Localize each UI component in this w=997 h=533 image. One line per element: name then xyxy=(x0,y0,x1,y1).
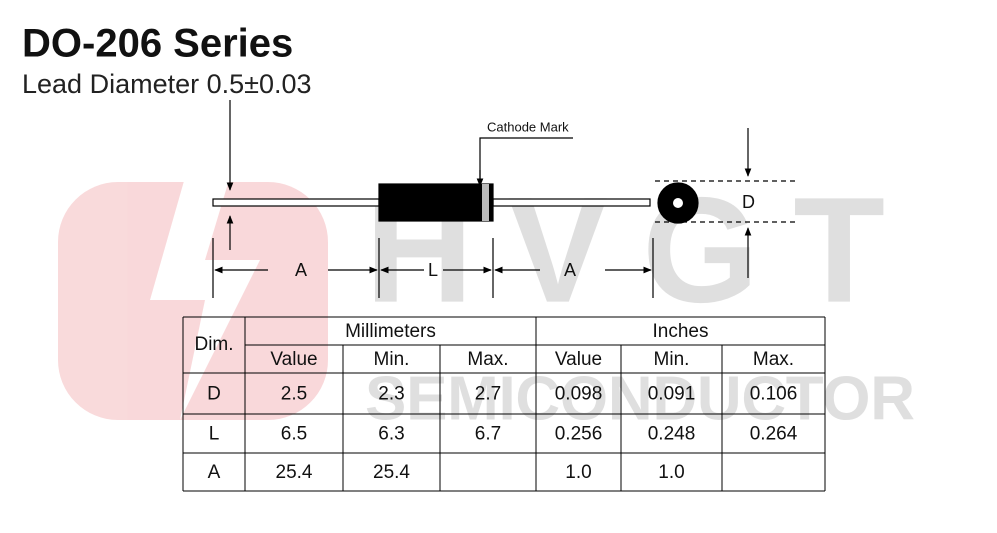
dimension-label: A xyxy=(564,260,576,280)
cathode-label: Cathode Mark xyxy=(487,119,569,134)
column-header: Min. xyxy=(654,349,690,370)
column-header: Value xyxy=(270,349,317,370)
body xyxy=(378,183,494,222)
table-cell: 6.7 xyxy=(475,424,501,445)
table: Dim. Millimeters Inches Value Min. Max. Value M… xyxy=(182,316,826,492)
column-header: Max. xyxy=(753,349,794,370)
dimension-label: L xyxy=(428,260,438,280)
table-cell: 0.091 xyxy=(648,384,696,405)
table-cell: 6.5 xyxy=(281,424,307,445)
lead-left xyxy=(212,198,380,207)
table-cell: D xyxy=(207,384,221,405)
group-header: Inches xyxy=(653,321,709,342)
table-cell: A xyxy=(208,462,221,483)
header-cell: Dim. xyxy=(194,334,233,355)
lead-right xyxy=(492,198,651,207)
cathode-band xyxy=(482,184,489,221)
table-cell: 0.106 xyxy=(750,384,798,405)
watermark-bolt xyxy=(150,160,260,420)
diameter-label: D xyxy=(742,192,755,212)
watermark-logo xyxy=(58,182,328,420)
table-cell: 2.7 xyxy=(475,384,501,405)
watermark-tagline: SEMICONDUCTOR xyxy=(365,364,915,433)
end-view-lead xyxy=(673,198,683,208)
table-cell: 6.3 xyxy=(378,424,404,445)
table-cell: 1.0 xyxy=(565,462,591,483)
column-header: Max. xyxy=(467,349,508,370)
table-cell: 0.264 xyxy=(750,424,798,445)
table-cell: 0.248 xyxy=(648,424,696,445)
column-header: Min. xyxy=(374,349,410,370)
title: DO-206 Series xyxy=(22,22,293,66)
table-cell: 25.4 xyxy=(276,462,313,483)
column-header: Value xyxy=(555,349,602,370)
group-header: Millimeters xyxy=(345,321,436,342)
table-cell: 25.4 xyxy=(373,462,410,483)
table-cell: 0.256 xyxy=(555,424,603,445)
table-cell: 1.0 xyxy=(658,462,684,483)
table-cell: L xyxy=(209,424,220,445)
diagram xyxy=(212,100,795,298)
table-cell: 2.5 xyxy=(281,384,307,405)
table-cell: 2.3 xyxy=(378,384,404,405)
dimension-label: A xyxy=(295,260,307,280)
subtitle: Lead Diameter 0.5±0.03 xyxy=(22,69,312,99)
table-cell: 0.098 xyxy=(555,384,603,405)
